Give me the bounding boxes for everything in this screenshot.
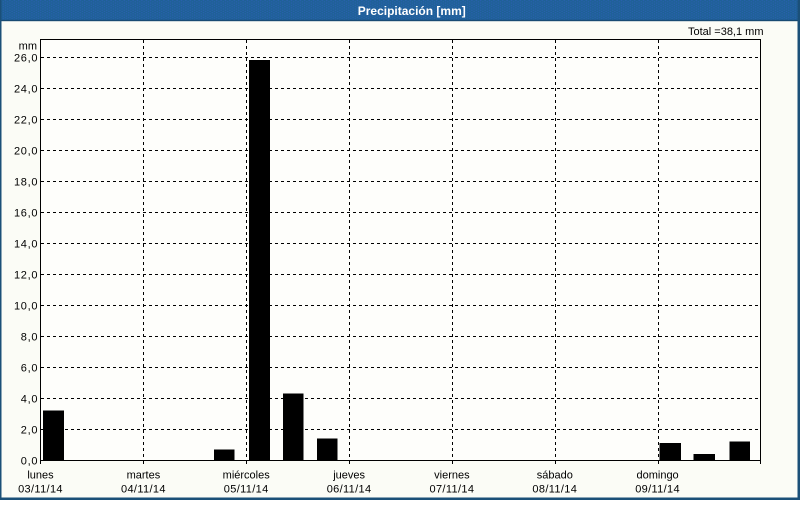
svg-text:08/11/14: 08/11/14 bbox=[532, 484, 577, 496]
svg-text:26,0: 26,0 bbox=[14, 53, 38, 65]
svg-text:miércoles: miércoles bbox=[223, 470, 271, 482]
svg-text:05/11/14: 05/11/14 bbox=[224, 484, 269, 496]
svg-text:06/11/14: 06/11/14 bbox=[327, 484, 372, 496]
svg-text:4,0: 4,0 bbox=[21, 394, 38, 406]
svg-text:0,0: 0,0 bbox=[21, 456, 38, 468]
svg-text:10,0: 10,0 bbox=[14, 301, 38, 313]
svg-text:16,0: 16,0 bbox=[14, 208, 38, 220]
svg-text:martes: martes bbox=[127, 470, 161, 482]
svg-text:mm: mm bbox=[19, 41, 37, 53]
svg-text:14,0: 14,0 bbox=[14, 239, 38, 251]
svg-text:sábado: sábado bbox=[537, 470, 573, 482]
svg-text:07/11/14: 07/11/14 bbox=[429, 484, 474, 496]
svg-text:12,0: 12,0 bbox=[14, 270, 38, 282]
svg-text:domingo: domingo bbox=[636, 470, 678, 482]
svg-text:03/11/14: 03/11/14 bbox=[18, 484, 63, 496]
svg-text:viernes: viernes bbox=[434, 470, 470, 482]
svg-text:20,0: 20,0 bbox=[14, 146, 38, 158]
svg-text:Precipitación [mm]: Precipitación [mm] bbox=[358, 4, 466, 18]
svg-text:09/11/14: 09/11/14 bbox=[635, 484, 680, 496]
svg-text:lunes: lunes bbox=[27, 470, 54, 482]
svg-text:04/11/14: 04/11/14 bbox=[121, 484, 166, 496]
svg-text:Total =38,1 mm: Total =38,1 mm bbox=[688, 26, 764, 38]
svg-text:24,0: 24,0 bbox=[14, 84, 38, 96]
svg-text:8,0: 8,0 bbox=[21, 332, 38, 344]
svg-text:jueves: jueves bbox=[332, 470, 365, 482]
svg-text:22,0: 22,0 bbox=[14, 115, 38, 127]
svg-text:2,0: 2,0 bbox=[21, 425, 38, 437]
svg-text:18,0: 18,0 bbox=[14, 177, 38, 189]
svg-text:6,0: 6,0 bbox=[21, 363, 38, 375]
